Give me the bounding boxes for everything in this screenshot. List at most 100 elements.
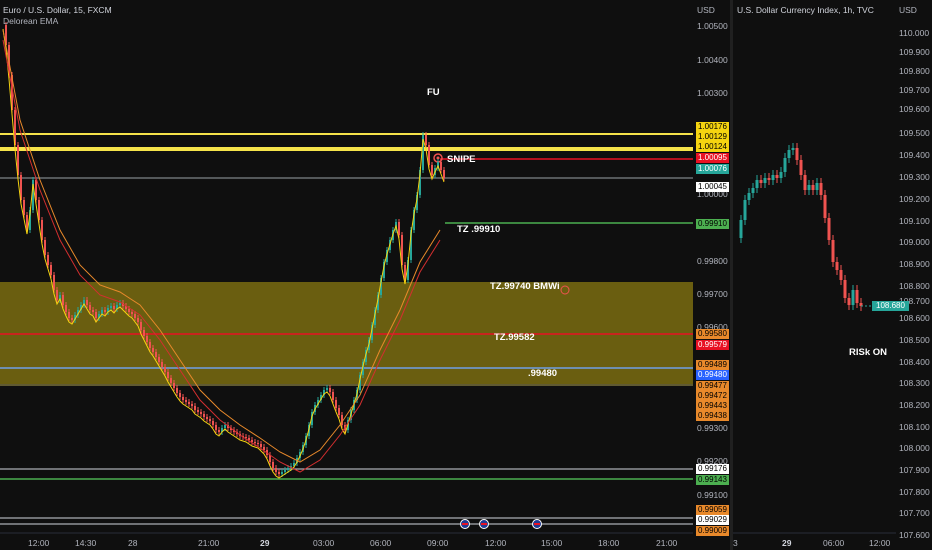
- time-label: 14:30: [75, 538, 97, 548]
- annotation-tz4[interactable]: .99480: [528, 368, 558, 379]
- target-icon: [560, 285, 570, 295]
- candle: [416, 195, 418, 210]
- left-chart-area: [0, 0, 693, 533]
- left-axis-tick: 0.99100: [697, 490, 728, 500]
- left-axis-tick: 0.99600: [697, 322, 728, 332]
- candle: [799, 160, 803, 175]
- price-tag: 0.99143: [696, 475, 729, 485]
- annotation-fu[interactable]: FU: [427, 87, 440, 98]
- candle: [431, 165, 433, 175]
- price-tag: 0.99579: [696, 340, 729, 350]
- left-axis-tick: 0.99300: [697, 423, 728, 433]
- candle: [20, 175, 22, 200]
- candle: [815, 183, 819, 190]
- left-chart-title[interactable]: Euro / U.S. Dollar, 15, FXCM: [3, 5, 112, 15]
- candle: [101, 310, 103, 314]
- candle: [92, 310, 94, 312]
- panel-divider: [730, 0, 733, 550]
- candle: [317, 400, 319, 405]
- ema-fast-line: [2, 28, 445, 479]
- candle: [823, 195, 827, 218]
- candle: [843, 280, 847, 298]
- candle: [269, 455, 271, 462]
- candle: [311, 412, 313, 425]
- candle: [188, 402, 190, 404]
- candle: [161, 362, 163, 367]
- candle: [140, 322, 142, 330]
- right-axis-tick: 109.300: [899, 172, 930, 182]
- candle: [819, 183, 823, 195]
- candle: [783, 158, 787, 172]
- candle: [443, 170, 445, 178]
- candle: [413, 210, 415, 230]
- right-axis-tick: 108.800: [899, 281, 930, 291]
- right-axis-tick: 108.400: [899, 357, 930, 367]
- right-currency-label: USD: [899, 5, 917, 15]
- price-tag: 0.99472: [696, 391, 729, 401]
- candle: [128, 309, 130, 312]
- left-axis-tick: 1.00500: [697, 21, 728, 31]
- target-icon-dot: [436, 156, 440, 160]
- indicator-label[interactable]: Delorean EMA: [3, 16, 59, 26]
- time-label: 15:00: [541, 538, 563, 548]
- right-axis-tick: 108.700: [899, 296, 930, 306]
- right-chart-title[interactable]: U.S. Dollar Currency Index, 1h, TVC: [737, 5, 874, 15]
- candle: [44, 240, 46, 255]
- left-price-axis: [693, 0, 730, 550]
- right-axis-tick: 110.000: [899, 28, 930, 38]
- candle: [362, 362, 364, 375]
- candle: [855, 290, 859, 303]
- candle: [137, 318, 139, 322]
- candle: [125, 306, 127, 309]
- candle: [29, 210, 31, 230]
- price-tag: 1.00176: [696, 122, 729, 132]
- price-tag: 1.00095: [696, 153, 729, 163]
- left-axis-tick: 1.00000: [697, 189, 728, 199]
- candle: [32, 180, 34, 210]
- candle: [230, 428, 232, 430]
- candle: [839, 270, 843, 280]
- candle: [763, 178, 767, 183]
- candle: [164, 367, 166, 372]
- candle: [407, 260, 409, 280]
- candle: [278, 472, 280, 474]
- candle: [374, 310, 376, 325]
- candle: [86, 300, 88, 305]
- price-tag: 1.00129: [696, 132, 729, 142]
- candle: [383, 262, 385, 278]
- candle: [739, 220, 743, 238]
- annotation-tz1[interactable]: TZ .99910: [457, 224, 501, 235]
- time-label: 3: [733, 538, 738, 548]
- right-axis-tick: 107.900: [899, 465, 930, 475]
- annotation-tz3[interactable]: TZ.99582: [494, 332, 535, 343]
- price-tag: 0.99480: [696, 370, 729, 380]
- candle: [107, 308, 109, 312]
- candle: [755, 180, 759, 188]
- candle: [827, 218, 831, 240]
- candle: [35, 180, 37, 200]
- candle: [859, 303, 863, 306]
- candle: [759, 180, 763, 183]
- annotation-tz2[interactable]: TZ.99740 BMWi: [490, 281, 560, 292]
- candle: [77, 310, 79, 315]
- annotation-risk-on[interactable]: RISk ON: [849, 347, 888, 358]
- candle: [38, 200, 40, 220]
- time-label: 18:00: [598, 538, 620, 548]
- candle: [335, 400, 337, 408]
- candle: [260, 444, 262, 447]
- right-axis-tick: 109.500: [899, 128, 930, 138]
- candle: [143, 330, 145, 336]
- right-axis-tick: 109.700: [899, 85, 930, 95]
- candle: [113, 306, 115, 309]
- candle: [293, 463, 295, 466]
- candle: [287, 468, 289, 470]
- time-label: 29: [260, 538, 270, 548]
- candle: [116, 305, 118, 309]
- candle: [149, 342, 151, 348]
- candle: [775, 175, 779, 178]
- annotation-snipe[interactable]: SNIPE: [447, 154, 476, 165]
- candle: [795, 148, 799, 160]
- right-chart-area: [733, 0, 896, 533]
- candle: [831, 240, 835, 262]
